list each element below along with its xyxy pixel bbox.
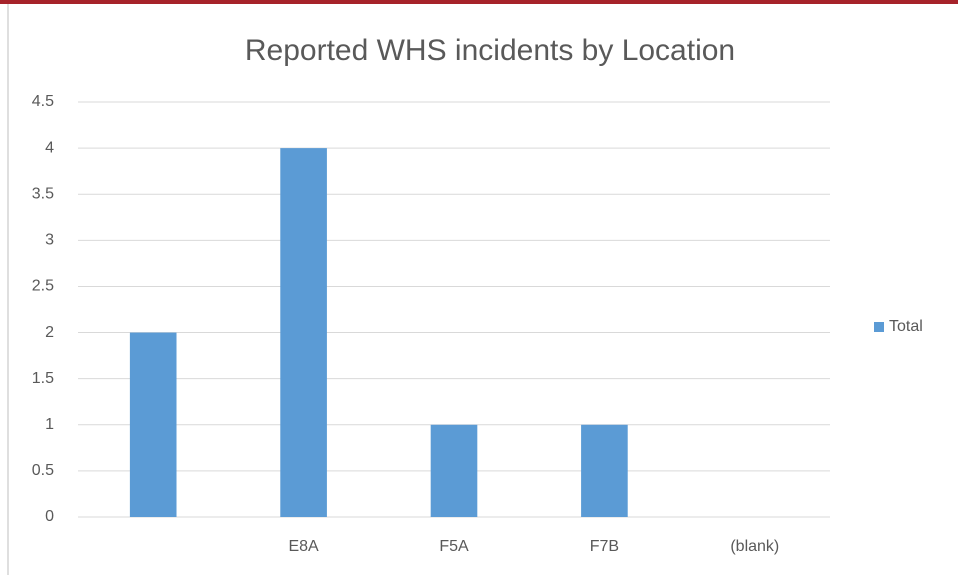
y-tick-label: 2.5 — [32, 278, 54, 295]
bar — [280, 148, 327, 517]
y-tick-label: 1 — [45, 416, 54, 433]
y-tick-label: 2 — [45, 324, 54, 341]
y-tick-label: 0.5 — [32, 462, 54, 479]
x-tick-label: E8A — [288, 538, 319, 555]
bar — [430, 424, 478, 517]
y-tick-label: 0 — [45, 508, 54, 525]
y-tick-label: 4.5 — [32, 93, 54, 110]
legend-label: Total — [889, 318, 923, 335]
legend-swatch — [874, 322, 884, 332]
y-tick-label: 4 — [45, 139, 54, 156]
x-tick-label: F5A — [439, 538, 469, 555]
bar — [129, 332, 177, 517]
y-tick-label: 3 — [45, 232, 54, 249]
x-tick-label: F7B — [590, 538, 619, 555]
y-tick-label: 1.5 — [32, 370, 54, 387]
top-strip — [0, 0, 958, 4]
y-tick-label: 3.5 — [32, 185, 54, 202]
bar — [581, 424, 628, 517]
chart-title: Reported WHS incidents by Location — [245, 34, 735, 67]
x-tick-label: (blank) — [730, 538, 779, 555]
